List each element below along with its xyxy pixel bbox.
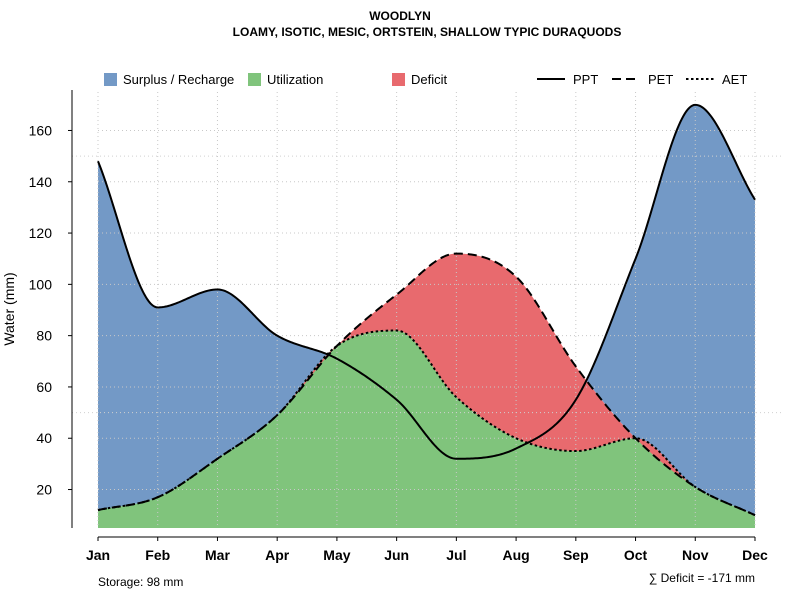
y-tick-label: 160 bbox=[29, 122, 53, 138]
y-tick-label: 140 bbox=[29, 174, 53, 190]
legend-label: Utilization bbox=[267, 72, 323, 87]
y-axis-label: Water (mm) bbox=[1, 272, 17, 345]
legend-label: PPT bbox=[573, 72, 598, 87]
x-tick-label: Apr bbox=[265, 547, 290, 563]
x-tick-label: Dec bbox=[742, 547, 768, 563]
legend-label: Surplus / Recharge bbox=[123, 72, 234, 87]
x-tick-label: Aug bbox=[502, 547, 529, 563]
series-line-aet bbox=[97, 329, 756, 517]
x-tick-label: Jun bbox=[384, 547, 409, 563]
chart-subtitle: LOAMY, ISOTIC, MESIC, ORTSTEIN, SHALLOW … bbox=[233, 25, 622, 39]
legend-swatch bbox=[248, 73, 261, 86]
legend-swatch bbox=[392, 73, 405, 86]
deficit-note: ∑ Deficit = -171 mm bbox=[649, 571, 755, 585]
x-tick-label: Mar bbox=[205, 547, 230, 563]
legend-label: AET bbox=[722, 72, 747, 87]
legend-swatch bbox=[104, 73, 117, 86]
plot-area: 20 40 60 80 100 120 140 160 Jan Feb Mar Apr May Jun Ju… bbox=[29, 72, 782, 563]
chart-title: WOODLYN bbox=[369, 9, 431, 23]
surplus-recharge-area bbox=[98, 104, 755, 516]
storage-note: Storage: 98 mm bbox=[98, 575, 183, 589]
x-tick-label: Feb bbox=[145, 547, 170, 563]
deficit-area bbox=[98, 253, 755, 516]
x-tick-label: Oct bbox=[624, 547, 648, 563]
x-tick-label: Sep bbox=[563, 547, 589, 563]
y-tick-label: 80 bbox=[36, 328, 52, 344]
x-tick-label: Nov bbox=[682, 547, 709, 563]
y-tick-label: 120 bbox=[29, 225, 53, 241]
y-tick-label: 20 bbox=[36, 482, 52, 498]
legend-label: Deficit bbox=[411, 72, 448, 87]
utilization-area bbox=[98, 330, 755, 528]
y-tick-label: 40 bbox=[36, 430, 52, 446]
legend-label: PET bbox=[648, 72, 673, 87]
y-tick-label: 100 bbox=[29, 276, 53, 292]
y-tick-label: 60 bbox=[36, 379, 52, 395]
x-tick-label: May bbox=[323, 547, 350, 563]
x-tick-label: Jul bbox=[446, 547, 466, 563]
series-line-ppt bbox=[97, 103, 756, 460]
x-tick-label: Jan bbox=[86, 547, 110, 563]
